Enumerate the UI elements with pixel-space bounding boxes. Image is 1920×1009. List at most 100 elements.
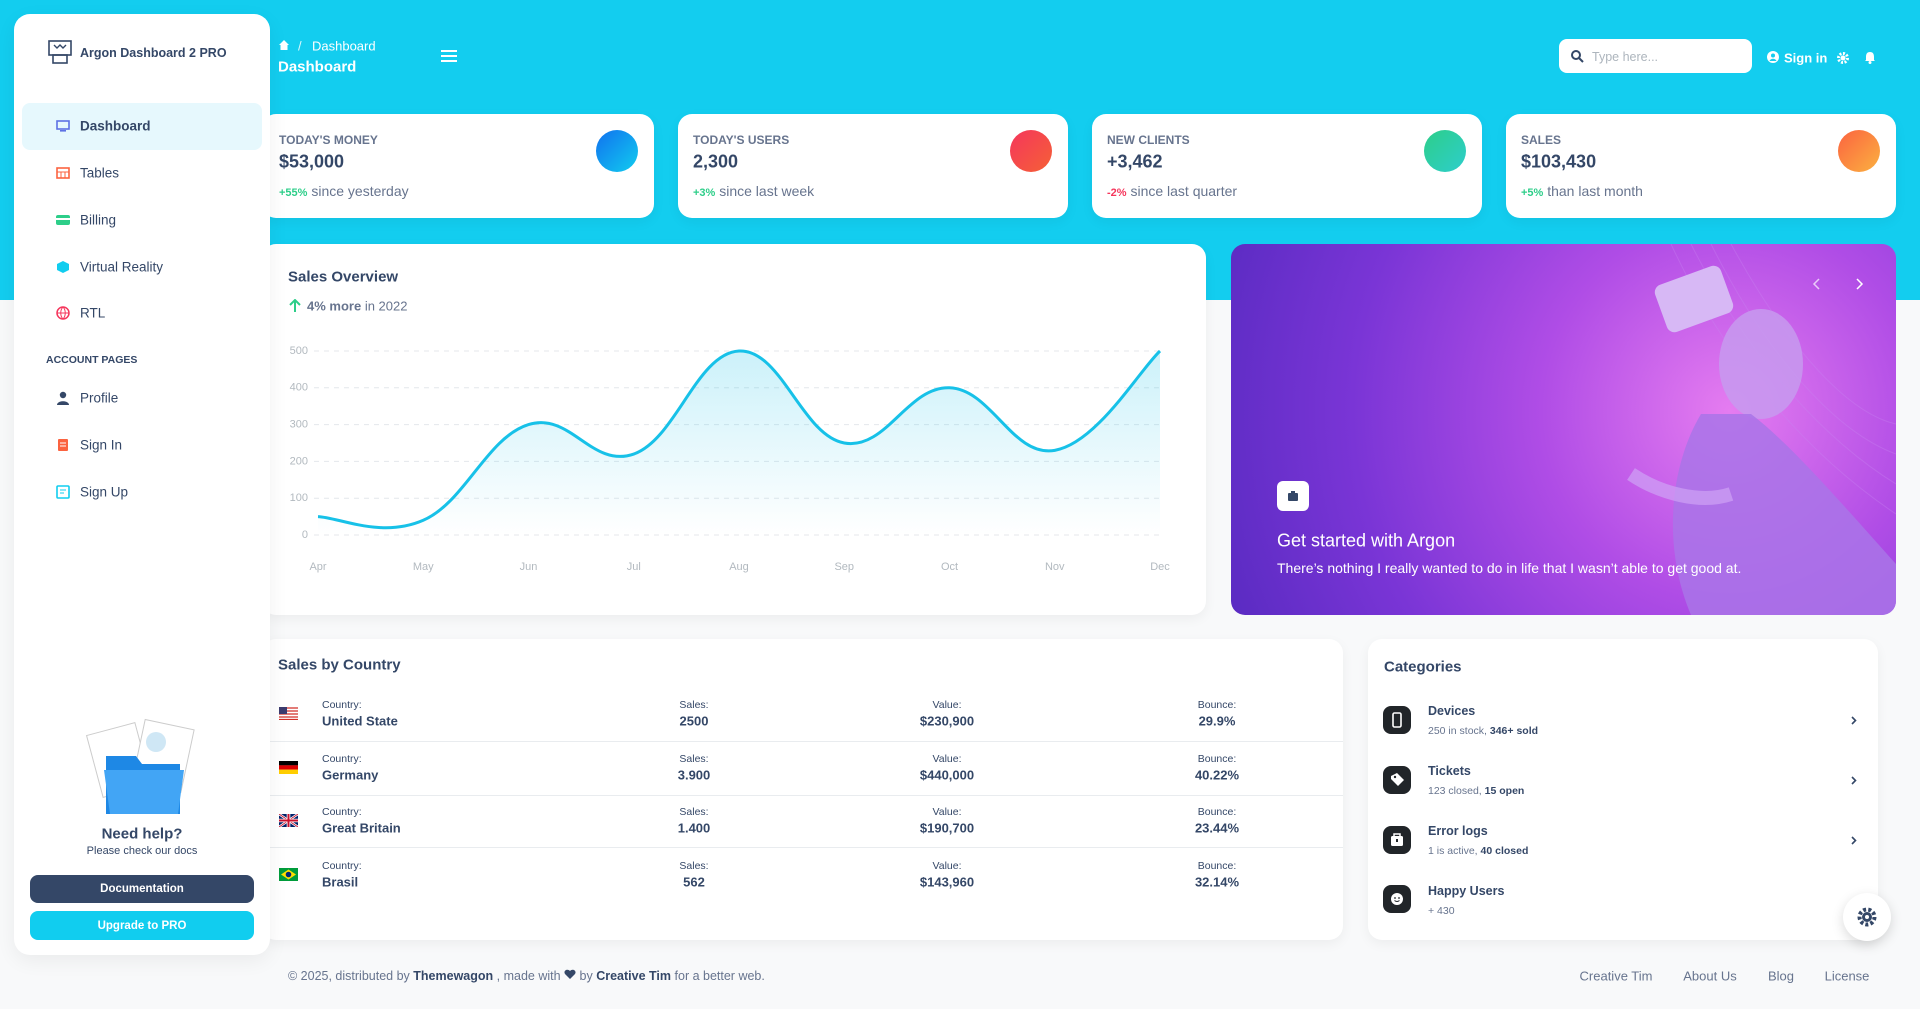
distributor-link[interactable]: Themewagon: [413, 969, 494, 983]
stat-value: $53,000: [279, 151, 345, 172]
nav-icon: [56, 485, 70, 499]
carousel-prev[interactable]: [1812, 278, 1820, 290]
category-highlight: 15 open: [1484, 785, 1525, 797]
x-tick-label: Sep: [834, 561, 854, 573]
footer-link[interactable]: License: [1824, 968, 1870, 984]
documentation-button[interactable]: Documentation: [30, 875, 254, 903]
highlight: 4% more: [307, 298, 362, 314]
card-title: Sales Overview: [288, 268, 399, 286]
category-highlight: 346+ sold: [1489, 725, 1539, 737]
author-link[interactable]: Creative Tim: [596, 969, 672, 983]
column-label: Value:: [932, 753, 962, 765]
sales: 3.900: [677, 767, 711, 783]
bounce: 29.9%: [1198, 713, 1236, 729]
card-title: Sales by Country: [278, 656, 401, 674]
menu-toggle[interactable]: [441, 50, 457, 62]
country: Great Britain: [322, 820, 401, 836]
flag-us: [279, 707, 298, 720]
footer-link[interactable]: About Us: [1683, 968, 1737, 984]
user-icon: [1767, 51, 1779, 63]
page-title: Dashboard: [278, 58, 357, 76]
stat-icon: [1010, 130, 1052, 172]
made-with-text: , made with: [496, 969, 561, 983]
subtitle-note: in 2022: [364, 298, 408, 314]
settings-icon[interactable]: [1837, 52, 1849, 64]
stat-label: NEW CLIENTS: [1107, 133, 1190, 147]
stat-note: since yesterday: [311, 183, 409, 199]
x-tick-label: May: [413, 561, 434, 573]
category-detail: 250 in stock,: [1428, 725, 1487, 737]
y-tick-label: 500: [290, 345, 308, 357]
nav-icon: [58, 439, 68, 451]
column-label: Bounce:: [1197, 753, 1237, 765]
column-label: Bounce:: [1197, 699, 1237, 711]
country: United State: [322, 713, 398, 729]
search-box[interactable]: [1559, 39, 1752, 73]
chevron[interactable]: [1851, 716, 1857, 725]
stat-note: since last quarter: [1130, 183, 1238, 199]
category-name: Tickets: [1428, 764, 1471, 778]
sign-in-link[interactable]: Sign in: [1784, 50, 1828, 66]
y-tick-label: 400: [290, 382, 308, 394]
country: Brasil: [322, 874, 359, 890]
nav-link[interactable]: Tables: [80, 165, 120, 181]
category-name: Error logs: [1428, 824, 1488, 838]
column-label: Sales:: [679, 806, 709, 818]
stat-card: [1506, 114, 1896, 218]
stat-change: -2%: [1107, 187, 1127, 199]
column-label: Value:: [932, 699, 962, 711]
bounce: 40.22%: [1194, 767, 1240, 783]
by-text: by: [579, 969, 593, 983]
category-name: Devices: [1428, 704, 1476, 718]
stat-change: +55%: [279, 187, 308, 199]
nav-link[interactable]: Sign Up: [80, 484, 129, 500]
sales: 562: [683, 874, 705, 890]
help-illustration: [85, 718, 195, 814]
line: [317, 349, 1162, 530]
y-tick-label: 0: [302, 529, 308, 541]
nav-link[interactable]: RTL: [80, 305, 106, 321]
chevron[interactable]: [1851, 836, 1857, 845]
stat-card: [1092, 114, 1482, 218]
stat-label: SALES: [1521, 133, 1562, 147]
upgrade-button[interactable]: Upgrade to PRO: [30, 911, 254, 940]
column-label: Country:: [322, 699, 362, 711]
x-tick-label: Dec: [1150, 561, 1170, 573]
stat-change: +3%: [693, 187, 716, 199]
column-label: Sales:: [679, 753, 709, 765]
stat-value: +3,462: [1107, 151, 1163, 172]
value: $440,000: [919, 767, 975, 783]
category-detail: 123 closed,: [1428, 785, 1482, 797]
bounce: 32.14%: [1194, 874, 1240, 890]
column-label: Sales:: [679, 699, 709, 711]
notifications-icon[interactable]: [1864, 51, 1876, 64]
stat-card: [262, 114, 654, 218]
row-divider: [270, 847, 1343, 848]
nav-link[interactable]: Dashboard: [80, 118, 151, 134]
row-divider: [270, 741, 1343, 742]
footer-link[interactable]: Blog: [1767, 968, 1795, 984]
footer-link[interactable]: Creative Tim: [1579, 968, 1653, 984]
stat-icon: [596, 130, 638, 172]
flag-gb: [279, 814, 298, 827]
nav-link[interactable]: Profile: [80, 390, 119, 406]
nav-icon: [57, 391, 69, 405]
tail-text: for a better web.: [674, 969, 765, 983]
nav-link[interactable]: Billing: [80, 212, 117, 228]
home-icon[interactable]: [278, 39, 290, 51]
stat-value: $103,430: [1521, 151, 1597, 172]
stat-card: [678, 114, 1068, 218]
column-label: Bounce:: [1197, 806, 1237, 818]
settings-fab[interactable]: [1843, 893, 1891, 941]
nav-link[interactable]: Virtual Reality: [80, 259, 164, 275]
carousel-next[interactable]: [1856, 278, 1864, 290]
area: [318, 350, 1160, 535]
category-highlight: 40 closed: [1480, 845, 1529, 857]
x-tick-label: Nov: [1045, 561, 1065, 573]
nav-link[interactable]: Sign In: [80, 437, 123, 453]
breadcrumb[interactable]: Dashboard: [312, 38, 376, 54]
column-label: Country:: [322, 753, 362, 765]
brand-name[interactable]: Argon Dashboard 2 PRO: [80, 46, 227, 60]
chevron[interactable]: [1851, 776, 1857, 785]
